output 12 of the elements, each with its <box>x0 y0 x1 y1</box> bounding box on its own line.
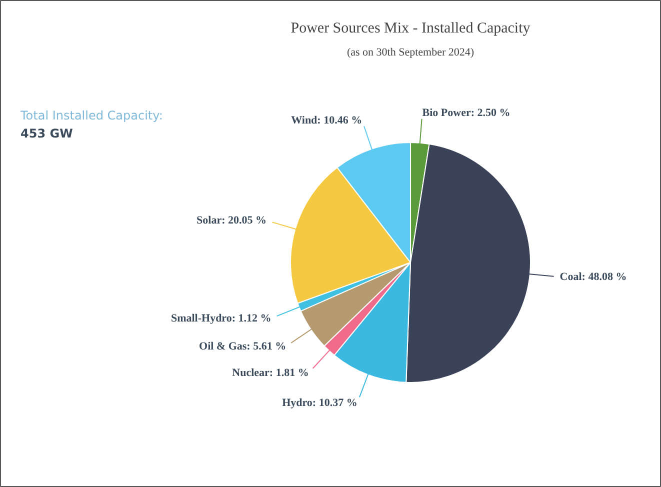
chart-title: Power Sources Mix - Installed Capacity <box>290 20 531 36</box>
slice-label: Hydro: 10.37 % <box>282 396 358 409</box>
text: Total Installed Capacity: <box>20 108 163 122</box>
chart-subtitle: (as on 30th September 2024) <box>346 46 474 58</box>
slice-label: Solar: 20.05 % <box>196 214 267 227</box>
slice-label: Coal: 48.08 % <box>560 270 627 283</box>
slice-label: Nuclear: 1.81 % <box>232 366 309 379</box>
slice-label: Oil & Gas: 5.61 % <box>199 340 286 352</box>
text: 453 GW <box>20 126 73 140</box>
slice-label: Wind: 10.46 % <box>291 114 362 127</box>
slice-label: Bio Power: 2.50 % <box>422 106 510 119</box>
slice-label: Small-Hydro: 1.12 % <box>170 312 272 324</box>
